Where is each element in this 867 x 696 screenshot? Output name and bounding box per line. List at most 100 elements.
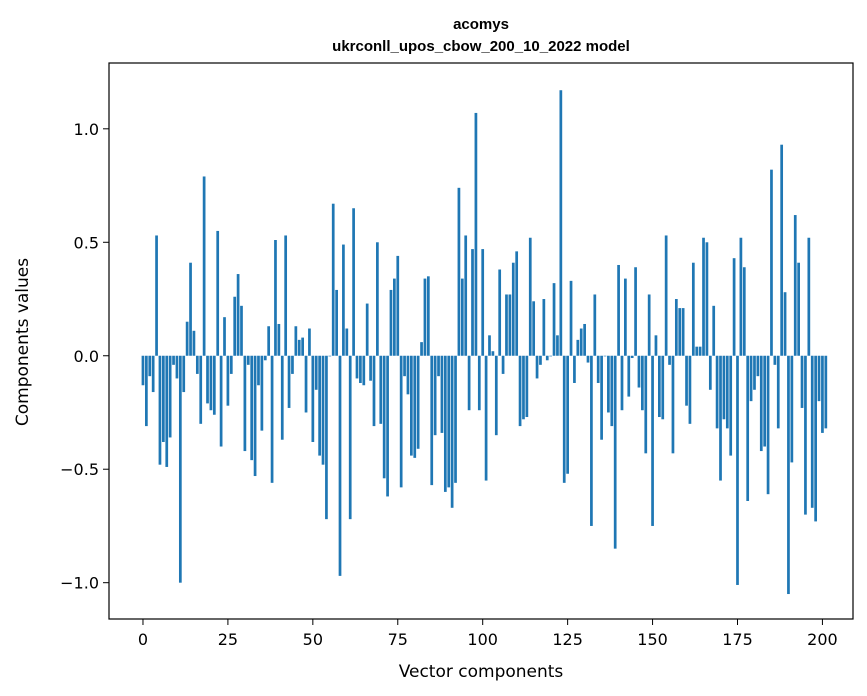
bar-128 [576, 339, 580, 356]
bar-66 [365, 303, 369, 356]
bar-189 [783, 292, 787, 356]
bar-161 [688, 355, 692, 424]
bar-89 [443, 355, 447, 492]
bar-143 [627, 355, 631, 397]
bar-181 [756, 355, 760, 377]
y-tick-label: 1.0 [74, 120, 99, 139]
bar-55 [328, 355, 332, 357]
bar-81 [416, 355, 420, 449]
bar-155 [668, 355, 671, 365]
bar-152 [658, 355, 661, 418]
bar-75 [396, 255, 400, 356]
bar-35 [260, 355, 264, 431]
bar-22 [216, 230, 220, 356]
bar-132 [590, 355, 593, 526]
bar-168 [712, 305, 716, 356]
bar-16 [195, 355, 199, 374]
bar-72 [386, 355, 389, 497]
bar-126 [569, 280, 573, 356]
bar-19 [206, 355, 209, 404]
bar-125 [566, 355, 569, 474]
bar-149 [647, 294, 651, 356]
bar-164 [698, 346, 702, 356]
bar-192 [793, 215, 797, 356]
y-tick-label: 0.5 [74, 233, 99, 252]
bar-136 [603, 355, 607, 357]
bar-177 [742, 267, 746, 356]
bar-187 [776, 355, 780, 429]
bar-182 [759, 355, 763, 452]
bar-64 [359, 355, 362, 383]
bar-160 [685, 355, 688, 406]
bar-180 [753, 355, 756, 390]
bar-38 [270, 355, 274, 483]
bar-174 [732, 258, 736, 356]
bar-21 [212, 355, 216, 415]
bar-96 [467, 355, 471, 411]
bar-61 [348, 355, 352, 520]
bar-199 [817, 355, 821, 402]
bar-15 [192, 330, 196, 356]
bar-110 [515, 251, 519, 356]
bar-12 [182, 355, 186, 393]
bar-39 [274, 240, 277, 356]
bar-103 [491, 351, 495, 356]
bar-13 [185, 321, 189, 356]
bar-104 [494, 355, 498, 436]
bar-26 [229, 355, 233, 374]
bar-6 [162, 355, 165, 442]
bar-165 [702, 237, 705, 356]
bar-44 [291, 355, 294, 374]
bar-47 [301, 337, 304, 356]
bar-129 [579, 328, 583, 356]
bar-88 [440, 355, 444, 433]
x-tick-label: 25 [218, 630, 238, 649]
bar-159 [681, 308, 685, 356]
bar-32 [250, 355, 254, 461]
bar-137 [607, 355, 610, 413]
bar-188 [780, 144, 784, 356]
bar-43 [287, 355, 291, 408]
bar-114 [528, 237, 532, 356]
bar-122 [556, 335, 559, 356]
bar-157 [674, 299, 678, 356]
bar-133 [593, 294, 597, 356]
bar-167 [708, 355, 712, 390]
bar-91 [450, 355, 454, 508]
bar-41 [280, 355, 284, 440]
bar-193 [797, 262, 800, 356]
bar-90 [447, 355, 451, 488]
y-tick-label: 0.0 [74, 347, 99, 366]
bar-46 [297, 339, 301, 356]
x-tick-label: 125 [552, 630, 583, 649]
bar-154 [664, 235, 668, 356]
bar-52 [318, 355, 321, 456]
bar-28 [236, 274, 240, 356]
bar-98 [474, 112, 478, 356]
bar-62 [352, 208, 355, 356]
bar-105 [498, 269, 502, 356]
bar-112 [522, 355, 525, 420]
x-tick-label: 150 [637, 630, 668, 649]
bar-124 [562, 355, 566, 483]
bar-108 [508, 294, 512, 356]
bar-176 [739, 237, 743, 356]
bar-186 [773, 355, 777, 365]
bar-7 [165, 355, 169, 467]
bar-29 [240, 305, 243, 356]
bar-163 [695, 346, 699, 356]
bar-24 [223, 317, 226, 356]
x-tick-label: 175 [722, 630, 753, 649]
bar-18 [202, 176, 206, 356]
bar-169 [715, 355, 719, 429]
bar-191 [790, 355, 794, 463]
bar-82 [420, 342, 423, 356]
bar-166 [705, 242, 709, 356]
bar-100 [481, 249, 485, 356]
bar-195 [804, 355, 807, 515]
bar-23 [219, 355, 223, 447]
bar-162 [691, 262, 695, 356]
bar-9 [172, 355, 175, 365]
bar-65 [362, 355, 366, 386]
bar-83 [423, 278, 427, 356]
